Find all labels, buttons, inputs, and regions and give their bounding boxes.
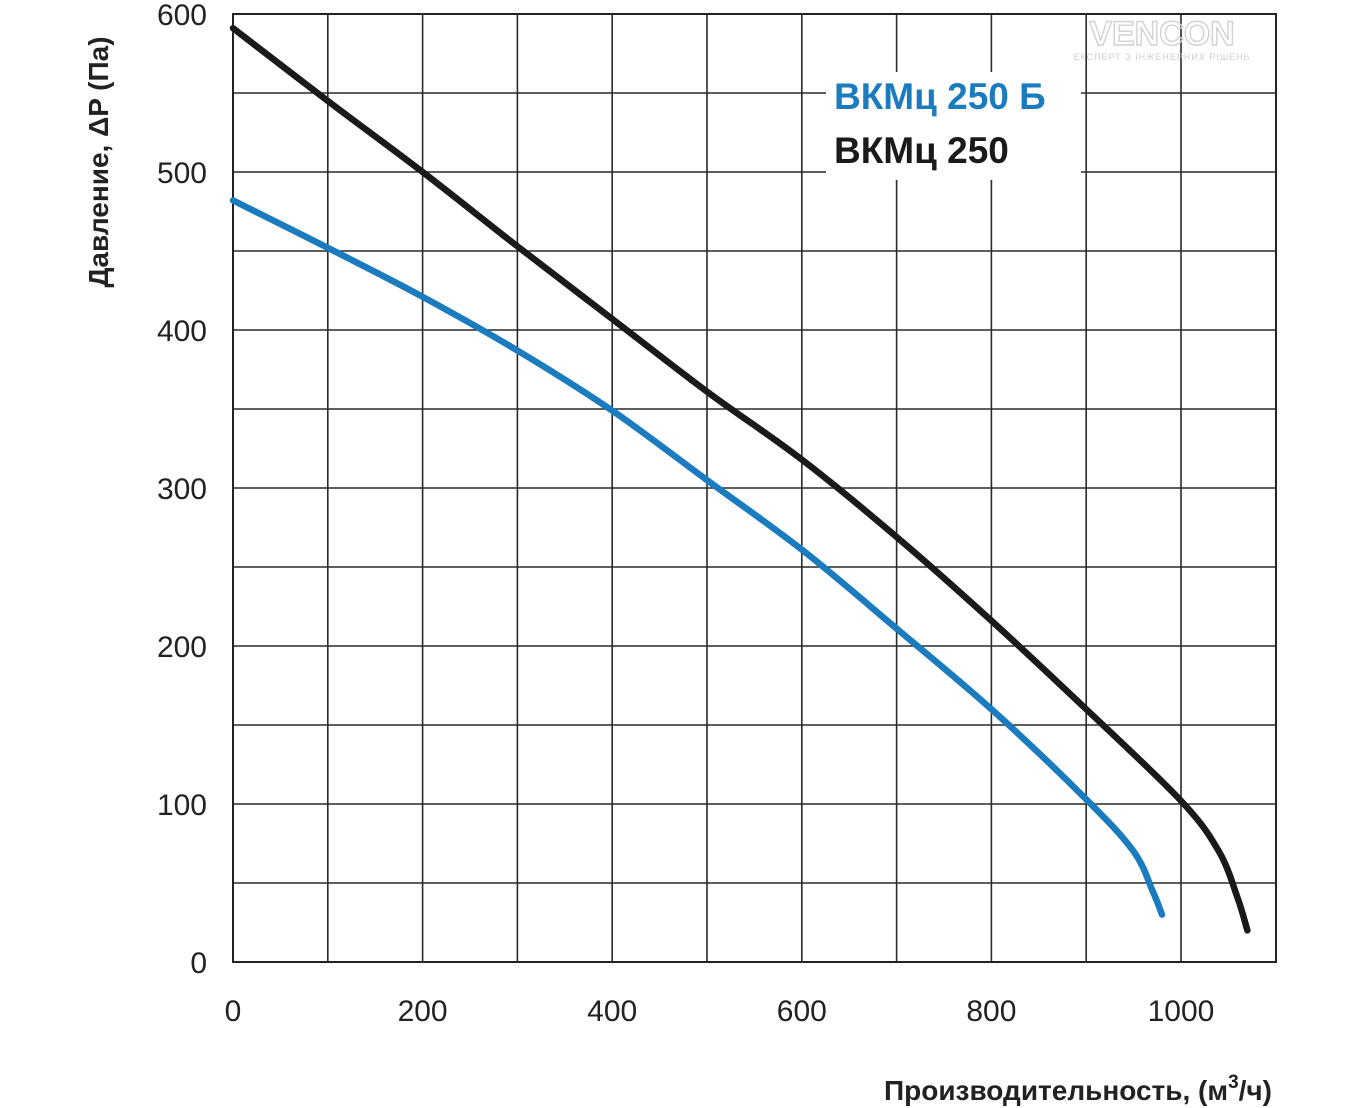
x-axis-title: Производительность, (м3/ч) <box>884 1072 1272 1106</box>
x-tick-label: 0 <box>225 995 242 1028</box>
y-axis-ticks: 0 100 200 300 400 500 600 <box>157 0 207 980</box>
x-tick-label: 400 <box>587 995 637 1028</box>
x-tick-label: 800 <box>966 995 1016 1028</box>
plot-frame <box>232 13 1277 963</box>
series-line-2 <box>229 24 1251 934</box>
y-tick-label: 200 <box>157 631 207 664</box>
x-tick-label: 1000 <box>1148 995 1215 1028</box>
watermark-tagline: ЕКСПЕРТ З ІНЖЕНЕРНИХ РІШЕНЬ <box>1073 52 1250 62</box>
y-tick-label: 500 <box>157 157 207 190</box>
x-tick-label: 600 <box>777 995 827 1028</box>
x-tick-label: 200 <box>398 995 448 1028</box>
y-tick-label: 400 <box>157 315 207 348</box>
series-line-1 <box>229 197 1166 918</box>
legend-entry-1: ВКМц 250 Б <box>834 76 1046 117</box>
watermark-brand: VENCON <box>1089 15 1234 53</box>
x-axis-title-main: Производительность, (м <box>884 1075 1228 1106</box>
legend-background <box>826 72 1081 180</box>
y-tick-label: 600 <box>157 0 207 32</box>
x-axis-title-sup: 3 <box>1228 1072 1239 1093</box>
y-tick-label: 300 <box>157 473 207 506</box>
legend: ВКМц 250 Б ВКМц 250 <box>834 76 1046 171</box>
watermark-logo: VENCON ЕКСПЕРТ З ІНЖЕНЕРНИХ РІШЕНЬ <box>1073 14 1250 62</box>
chart-grid <box>232 13 1277 963</box>
y-tick-label: 0 <box>190 947 207 980</box>
legend-entry-2: ВКМц 250 <box>834 130 1009 171</box>
y-tick-label: 100 <box>157 789 207 822</box>
y-axis-title: Давление, ΔP (Па) <box>83 36 114 287</box>
series-lines <box>229 24 1251 934</box>
x-axis-title-tail: /ч) <box>1239 1075 1272 1106</box>
x-axis-ticks: 0 200 400 600 800 1000 <box>225 995 1215 1028</box>
